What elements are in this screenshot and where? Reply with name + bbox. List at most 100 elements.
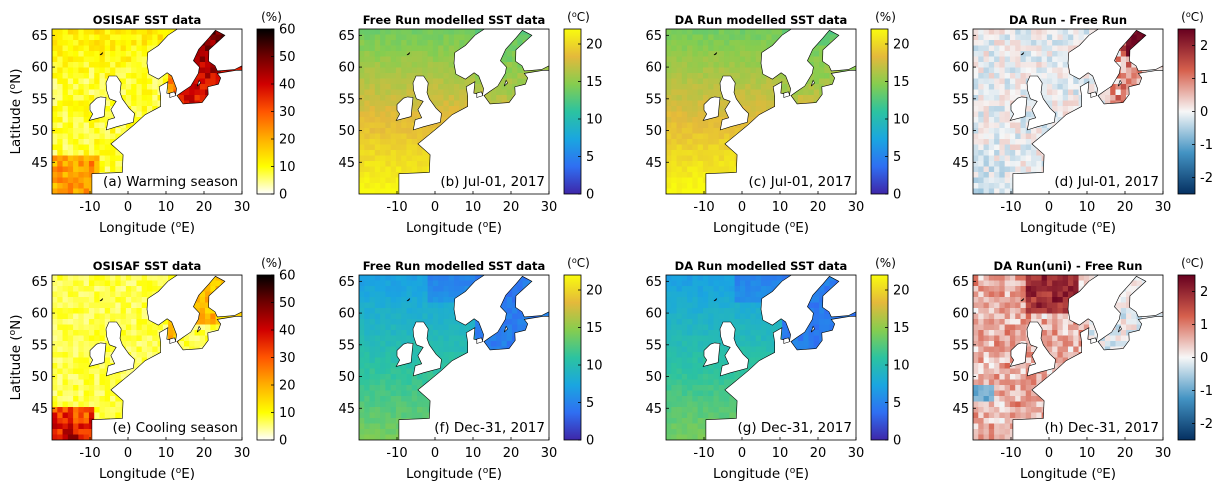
heat-cell (380, 117, 386, 124)
x-tick-label: 0 (1045, 200, 1053, 215)
heat-cell (199, 95, 206, 102)
heat-cell (369, 139, 376, 146)
heat-cell (83, 172, 90, 179)
heat-cell (1009, 89, 1016, 96)
heat-cell (692, 150, 699, 157)
heat-cell (131, 275, 138, 282)
heat-cell (973, 150, 979, 157)
heat-cell (104, 56, 111, 63)
heat-cell (168, 78, 174, 85)
heat-cell (364, 128, 371, 135)
heat-cell (448, 89, 455, 96)
heat-cell (99, 396, 106, 403)
heat-cell (1062, 78, 1069, 85)
heat-cell (1073, 84, 1080, 91)
heat-cell (406, 161, 413, 168)
heat-cell (676, 122, 683, 129)
heat-cell (448, 78, 455, 85)
heat-cell (506, 73, 513, 80)
heat-cell (395, 62, 402, 69)
heat-cell (73, 133, 79, 140)
heat-cell (813, 62, 820, 69)
heat-cell (829, 78, 836, 85)
heat-cell (824, 62, 831, 69)
heat-cell (88, 286, 95, 293)
heat-cell (1020, 166, 1027, 173)
heat-cell (427, 73, 434, 80)
heat-cell (1015, 161, 1022, 168)
heat-cell (67, 122, 74, 129)
heat-cell (67, 133, 74, 140)
heat-cell (83, 379, 90, 386)
heat-cell (813, 73, 820, 80)
heat-cell (506, 78, 513, 85)
heat-cell (369, 188, 376, 194)
heat-cell (52, 374, 58, 381)
heat-cell (62, 363, 69, 370)
heat-cell (676, 172, 683, 179)
heat-cell (432, 95, 439, 102)
heat-cell (411, 51, 418, 58)
heat-cell (501, 95, 508, 102)
heat-cell (745, 56, 752, 63)
heat-cell (73, 122, 79, 129)
heat-cell (83, 407, 90, 414)
heat-cell (1115, 84, 1122, 91)
heat-cell (1025, 106, 1032, 113)
colorbar-tick-label: -1 (1200, 138, 1213, 153)
heat-cell (52, 385, 58, 392)
heat-cell (755, 62, 762, 69)
y-tick-label: 65 (31, 29, 48, 44)
heat-cell (1004, 73, 1011, 80)
heat-cell (1004, 95, 1011, 102)
y-tick-label: 60 (645, 61, 662, 76)
heat-cell (125, 78, 132, 85)
heat-cell (125, 62, 132, 69)
heat-cell (52, 291, 58, 298)
heat-cell (973, 62, 979, 69)
heat-cell (83, 117, 90, 124)
x-axis-label: Longitude (oE) (406, 220, 502, 236)
heat-cell (671, 128, 678, 135)
heat-cell (94, 84, 101, 91)
land-britain (1026, 75, 1056, 131)
heat-cell (983, 89, 990, 96)
heat-cell (380, 128, 386, 135)
heat-cell (94, 396, 101, 403)
heat-cell (427, 34, 434, 41)
heat-cell (994, 177, 1000, 184)
heat-cell (83, 275, 90, 282)
colorbar-tick-label: 20 (279, 133, 296, 148)
heat-cell (729, 51, 736, 58)
heat-cell (766, 29, 773, 36)
heat-cell (1036, 155, 1043, 162)
land-britain (412, 75, 442, 131)
heat-cell (1073, 100, 1080, 107)
heat-cell (1036, 45, 1043, 52)
heat-cell (62, 155, 69, 162)
heat-cell (666, 89, 672, 96)
heat-cell (52, 297, 58, 304)
heat-cell (708, 29, 715, 36)
plot-frame (358, 28, 550, 195)
heat-cell (67, 150, 74, 157)
land-ireland (88, 96, 107, 121)
heat-cell (359, 139, 365, 146)
heat-cell (83, 161, 90, 168)
heat-cell (73, 423, 79, 430)
heat-cell (454, 106, 460, 113)
heat-cell (988, 155, 995, 162)
heat-cell (1004, 51, 1011, 58)
heat-cell (210, 73, 217, 80)
heat-cell (147, 78, 153, 85)
heat-cell (739, 84, 746, 91)
heat-cell (104, 297, 111, 304)
heat-cell (1046, 51, 1053, 58)
heat-cell (671, 188, 678, 194)
heat-cell (67, 161, 74, 168)
heat-cell (73, 188, 79, 194)
heat-cell (369, 100, 376, 107)
heat-cell (120, 95, 127, 102)
land-ireland (395, 96, 414, 121)
heat-cell (131, 330, 138, 337)
